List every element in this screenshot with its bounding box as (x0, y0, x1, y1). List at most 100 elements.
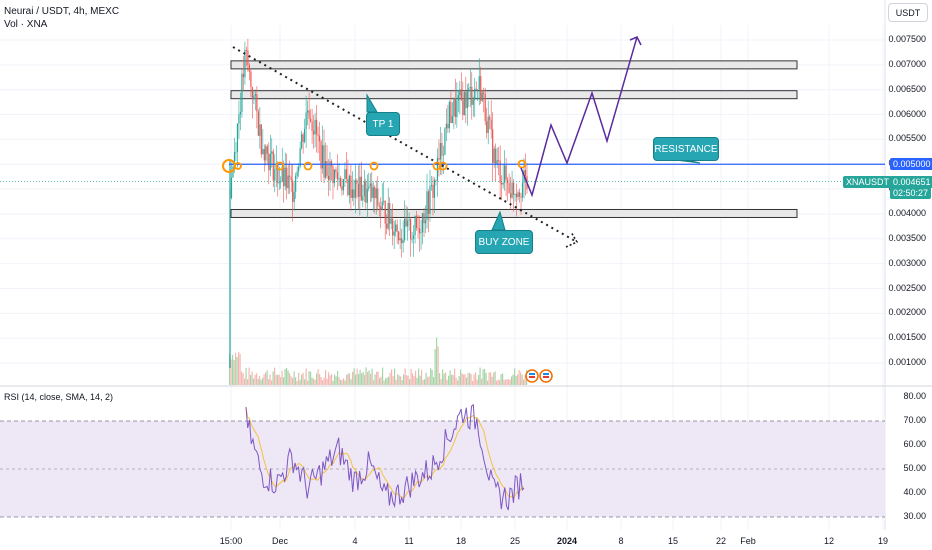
volume-bar (295, 377, 297, 385)
volume-bar (472, 380, 474, 385)
candle-body (351, 189, 353, 198)
volume-bar (287, 370, 289, 385)
volume-bar (439, 373, 441, 385)
candle-body (298, 166, 300, 172)
rsi-line (245, 403, 525, 511)
candle-body (487, 116, 489, 133)
candle-body (398, 231, 400, 241)
volume-bar (247, 379, 249, 385)
candle-body (274, 169, 276, 181)
candle-body (459, 89, 461, 96)
volume-bar (434, 349, 436, 385)
candle-body (374, 187, 376, 199)
volume-bar (436, 337, 438, 385)
candle-body (511, 182, 513, 198)
volume-bar (296, 380, 298, 385)
candle-body (280, 181, 282, 183)
volume-bar (337, 370, 339, 385)
volume-bar (392, 376, 394, 385)
candle-body (453, 98, 455, 116)
volume-bar (484, 369, 486, 385)
volume-bar (502, 373, 504, 385)
rsi-pane (0, 403, 885, 518)
touch-marker (275, 161, 285, 171)
candle-body (371, 183, 373, 198)
volume-bar (308, 371, 310, 385)
volume-bar (320, 377, 322, 385)
volume-bar (517, 374, 519, 385)
resistance-callout[interactable]: RESISTANCE (653, 137, 719, 161)
volume-bar (451, 374, 453, 385)
candle-body (377, 188, 379, 206)
candle-body (262, 149, 264, 155)
candle-body (342, 178, 345, 191)
candle-body (339, 178, 342, 186)
candle-body (427, 191, 430, 214)
volume-bar (334, 374, 336, 385)
candle-body (372, 187, 374, 198)
candle-body (233, 152, 236, 167)
volume-bar (290, 376, 292, 385)
volume-bar (482, 369, 484, 385)
volume-bar (241, 371, 243, 385)
candle-body (311, 121, 313, 131)
candle-body (380, 206, 382, 210)
candle-body (421, 213, 424, 233)
candle-body (489, 116, 491, 120)
candle-body (462, 100, 464, 116)
volume-bar (245, 367, 247, 385)
volume-bar (322, 380, 324, 385)
touch-marker (369, 161, 379, 171)
overlay (0, 36, 885, 383)
candle-body (284, 167, 286, 187)
volume-bar (395, 379, 397, 385)
candle-body (295, 175, 297, 192)
candle-body (417, 227, 419, 229)
candle-body (471, 86, 473, 105)
volume-bar (260, 379, 262, 385)
volume-bar (340, 379, 342, 385)
volume-bar (275, 374, 277, 385)
price-tick-label: 0.001000 (888, 357, 926, 368)
candle-body (345, 169, 348, 179)
rsi-tick-label: 40.00 (903, 487, 926, 497)
candle-body (286, 167, 288, 189)
volume-bar (490, 372, 492, 385)
volume-bar (377, 371, 379, 385)
tp1-callout[interactable]: TP 1 (366, 112, 400, 136)
volume-bar (382, 367, 384, 385)
candle-body (386, 223, 388, 229)
volume-bar (314, 379, 316, 385)
volume-bar (269, 374, 271, 385)
candle-body (448, 101, 450, 129)
volume-bar (473, 374, 475, 385)
time-tick-label: 19 (877, 536, 889, 546)
volume-bar (424, 379, 426, 385)
candle-body (484, 93, 486, 122)
candle-body (305, 112, 307, 129)
candle-body (292, 180, 294, 202)
candle-body (348, 175, 350, 196)
candle-body (444, 128, 446, 155)
candle-body (478, 76, 480, 90)
candle-body (498, 160, 500, 161)
time-tick-label: 15 (667, 536, 679, 546)
volume-bar (283, 377, 285, 385)
volume-bar (497, 379, 499, 385)
volume-bar (512, 374, 514, 385)
price-tick-label: 0.003000 (888, 257, 926, 268)
buy-zone-callout[interactable]: BUY ZONE (475, 230, 533, 254)
candle-body (396, 224, 398, 232)
volume-bar (509, 379, 511, 385)
candle-body (521, 182, 524, 198)
volume-bar (524, 375, 526, 385)
candle-body (438, 158, 440, 160)
currency-button[interactable]: USDT (888, 3, 928, 22)
candle-body (480, 76, 482, 101)
candle-body (418, 228, 421, 234)
volume-bar (523, 379, 525, 385)
volume-bar (428, 376, 430, 385)
volume-bar (301, 374, 303, 385)
candle-body (412, 235, 415, 239)
